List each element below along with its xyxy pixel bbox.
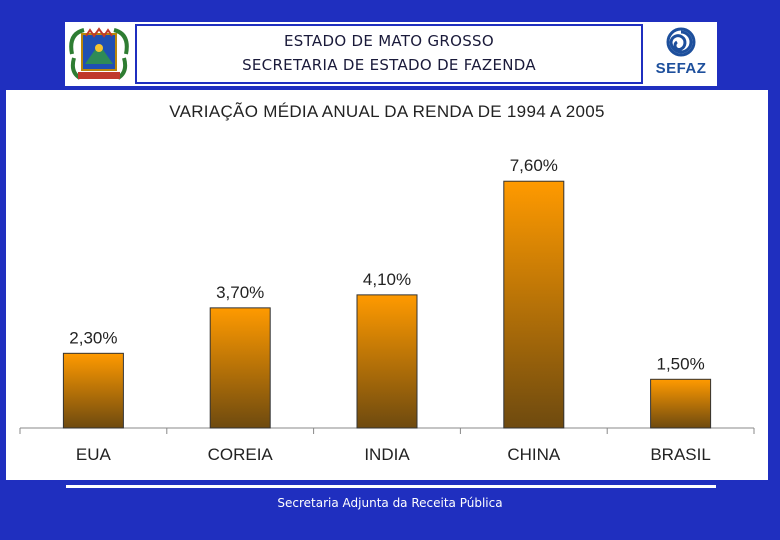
bar-china [503,180,565,429]
data-label-brasil: 1,50% [656,354,704,373]
header-state-name: ESTADO DE MATO GROSSO [284,32,494,50]
x-tick-label-brasil: BRASIL [650,445,710,464]
sefaz-logo-text: SEFAZ [655,60,707,77]
sefaz-swirl-icon [666,27,696,57]
bar-india [356,294,418,429]
sefaz-logo: SEFAZ [646,24,716,84]
footer-divider [66,485,716,488]
header-title-box: ESTADO DE MATO GROSSO SECRETARIA DE ESTA… [135,24,643,84]
footer-text: Secretaria Adjunta da Receita Pública [277,496,503,510]
header-secretariat-name: SECRETARIA DE ESTADO DE FAZENDA [242,56,536,74]
bar-brasil [650,378,712,429]
x-tick-label-china: CHINA [507,445,561,464]
chart-panel: VARIAÇÃO MÉDIA ANUAL DA RENDA DE 1994 A … [6,90,768,480]
data-label-china: 7,60% [510,156,558,175]
x-tick-label-eua: EUA [76,445,112,464]
bar-coreia [209,307,271,429]
bar-chart: 2,30% EUA 3,70% COREIA 4,10% INDIA 7,60% CHINA 1… [19,156,755,464]
mato-grosso-crest-icon [69,27,129,80]
data-label-coreia: 3,70% [216,283,264,302]
x-tick-label-india: INDIA [364,445,410,464]
bar-eua [62,352,124,429]
data-label-eua: 2,30% [69,328,117,347]
chart-title: VARIAÇÃO MÉDIA ANUAL DA RENDA DE 1994 A … [169,102,605,121]
data-label-india: 4,10% [363,270,411,289]
x-tick-label-coreia: COREIA [208,445,274,464]
